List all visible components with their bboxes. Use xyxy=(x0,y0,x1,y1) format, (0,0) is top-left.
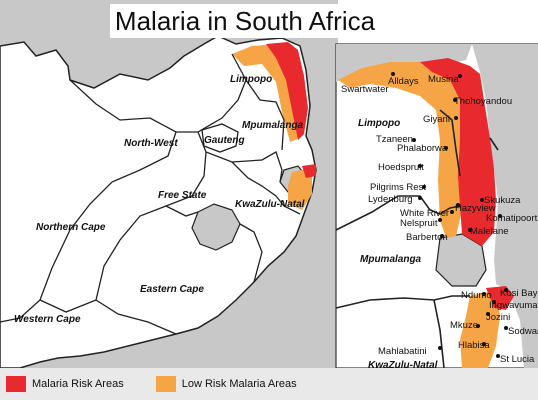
south-africa-land xyxy=(0,35,317,369)
town-dot-phalaborwa xyxy=(444,146,448,150)
inset-mozambique xyxy=(472,44,538,368)
town-dot-white-river xyxy=(450,210,454,214)
town-malelane: Malelane xyxy=(470,226,509,237)
town-white-river: White River xyxy=(400,208,449,219)
town-tzaneen: Tzaneen xyxy=(376,134,413,145)
main-label-western-cape: Western Cape xyxy=(14,314,81,325)
main-label-free-state: Free State xyxy=(158,190,207,201)
main-label-mpumalanga: Mpumalanga xyxy=(242,120,304,131)
town-hlabisa: Hlabisa xyxy=(458,340,490,351)
legend-swatch-low-risk xyxy=(155,376,176,392)
inset-label-mpumalanga: Mpumalanga xyxy=(360,254,422,265)
town-ingwavuma: Ingwavuma xyxy=(489,300,538,311)
town-st-lucia: St Lucia xyxy=(500,354,535,365)
main-high-risk-north xyxy=(266,42,308,140)
town-dot-st-lucia xyxy=(496,354,500,358)
main-label-kwazulu-natal: KwaZulu-Natal xyxy=(235,199,305,210)
town-dot-giyani xyxy=(454,116,458,120)
town-dot-skukuza xyxy=(480,198,484,202)
town-jozini: Jozini xyxy=(486,312,510,323)
inset-low-risk-kzn xyxy=(460,290,500,368)
town-ndumo: Ndumo xyxy=(461,290,492,301)
map-title: Malaria in South Africa xyxy=(110,4,380,38)
main-label-gauteng: Gauteng xyxy=(204,135,245,146)
legend-label-low-risk: Low Risk Malaria Areas xyxy=(181,378,297,390)
legend: Malaria Risk Areas Low Risk Malaria Area… xyxy=(0,368,538,400)
town-dot-mkuze xyxy=(476,324,480,328)
legend-swatch-malaria-risk xyxy=(6,376,26,392)
town-dot-hazyview xyxy=(456,203,460,207)
town-dot-pilgrims-rest xyxy=(422,185,426,189)
legend-item-low-risk: Low Risk Malaria Areas xyxy=(155,376,297,392)
town-dot-hoedspruit xyxy=(418,164,422,168)
town-dot-thohoyandou xyxy=(453,98,457,102)
town-thohoyandou: Thohoyandou xyxy=(454,96,512,107)
town-skukuza: Skukuza xyxy=(484,195,521,206)
main-label-limpopo: Limpopo xyxy=(230,74,272,85)
town-hazyview: Hazyview xyxy=(455,203,496,214)
legend-label-malaria-risk: Malaria Risk Areas xyxy=(32,378,124,390)
inset-high-risk-north xyxy=(420,58,496,246)
inset-map: Limpopo Mpumalanga KwaZulu-Natal Swartwa… xyxy=(335,43,538,371)
town-kosi-bay: Kosi Bay xyxy=(500,288,538,299)
main-label-north-west: North-West xyxy=(124,138,178,149)
main-high-risk-kzn xyxy=(302,164,316,178)
town-giyani: Giyani xyxy=(423,114,450,125)
inset-borders xyxy=(335,109,499,369)
main-province-borders xyxy=(0,53,301,335)
town-dot-nelspruit xyxy=(438,218,442,222)
town-dot-alldays xyxy=(391,72,395,76)
town-dot-tzaneen xyxy=(412,138,416,142)
town-dot-malelane xyxy=(468,228,472,232)
town-dot-ingwavuma xyxy=(492,300,496,304)
main-map: Limpopo Mpumalanga Gauteng North-West Fr… xyxy=(0,0,338,369)
town-nelspruit: Nelspruit xyxy=(400,218,438,229)
town-dot-sodwana-bay xyxy=(504,326,508,330)
town-mahlabatini: Mahlabatini xyxy=(378,346,427,357)
town-mkuze: Mkuze xyxy=(450,320,478,331)
inset-label-kwazulu-natal: KwaZulu-Natal xyxy=(368,360,438,371)
town-komatipoort: Komatipoort xyxy=(486,213,538,224)
town-hoedspruit: Hoedspruit xyxy=(378,162,424,173)
town-dot-barberton xyxy=(440,234,444,238)
town-dot-lydenburg xyxy=(418,196,422,200)
town-dot-kosi-bay xyxy=(504,288,508,292)
inset-high-risk-kzn xyxy=(486,286,514,310)
town-alldays: Alldays xyxy=(388,76,419,87)
town-barberton: Barberton xyxy=(406,232,448,243)
town-sodwana-bay: Sodwana Bay xyxy=(508,326,538,337)
town-dot-hlabisa xyxy=(482,342,486,346)
town-pilgrims-rest: Pilgrims Rest xyxy=(370,182,426,193)
town-dot-komatipoort xyxy=(498,214,502,218)
town-phalaborwa: Phalaborwa xyxy=(397,143,448,154)
legend-item-malaria-risk: Malaria Risk Areas xyxy=(6,376,124,392)
town-swartwater: Swartwater xyxy=(341,84,389,95)
inset-label-limpopo: Limpopo xyxy=(358,118,400,129)
main-label-northern-cape: Northern Cape xyxy=(36,222,106,233)
town-dot-ndumo xyxy=(482,292,486,296)
town-dot-musina xyxy=(458,74,462,78)
town-musina: Musina xyxy=(428,74,459,85)
main-label-eastern-cape: Eastern Cape xyxy=(140,284,204,295)
inset-towns: Swartwater Alldays Musina Thohoyandou Gi… xyxy=(341,72,538,365)
lesotho xyxy=(191,203,241,251)
main-low-risk-kzn xyxy=(288,168,312,210)
town-dot-jozini xyxy=(486,312,490,316)
town-dot-mahlabatini xyxy=(438,346,442,350)
town-lydenburg: Lydenburg xyxy=(368,194,413,205)
